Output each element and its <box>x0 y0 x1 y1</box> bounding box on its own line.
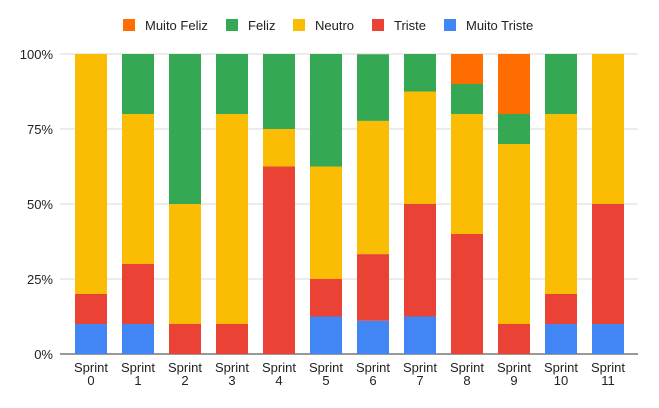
bar-segment <box>216 114 248 324</box>
bar-segment <box>263 166 295 354</box>
x-tick-label: Sprint <box>121 360 155 375</box>
bar-segment <box>545 114 577 294</box>
bar-segment <box>545 324 577 354</box>
x-tick-label: 7 <box>416 373 423 388</box>
x-tick-label: 1 <box>134 373 141 388</box>
x-tick-label: 10 <box>554 373 568 388</box>
legend: Muito Feliz Feliz Neutro Triste Muito Triste <box>123 18 533 33</box>
bar-segment <box>310 54 342 167</box>
bar-segment <box>451 54 483 84</box>
y-axis: 0% 25% 50% 75% 100% <box>20 47 638 362</box>
bars <box>75 54 624 354</box>
bar-segment <box>75 324 107 354</box>
bar-segment <box>451 84 483 114</box>
bar-segment <box>592 54 624 204</box>
x-tick-label: Sprint <box>309 360 343 375</box>
bar-segment <box>592 204 624 324</box>
legend-label: Neutro <box>315 18 354 33</box>
bar-segment <box>310 166 342 279</box>
legend-label: Muito Triste <box>466 18 533 33</box>
bar-segment <box>169 204 201 324</box>
bar-segment <box>498 54 530 114</box>
y-tick-label: 75% <box>27 122 53 137</box>
legend-swatch <box>293 19 305 31</box>
legend-swatch <box>444 19 456 31</box>
x-tick-label: 2 <box>181 373 188 388</box>
legend-swatch <box>123 19 135 31</box>
bar-segment <box>75 294 107 324</box>
bar-segment <box>263 129 295 167</box>
y-tick-label: 0% <box>34 347 53 362</box>
x-tick-label: 9 <box>510 373 517 388</box>
y-tick-label: 25% <box>27 272 53 287</box>
bar-segment <box>310 316 342 354</box>
bar-segment <box>545 294 577 324</box>
x-tick-label: Sprint <box>356 360 390 375</box>
x-tick-label: 8 <box>463 373 470 388</box>
x-tick-label: 11 <box>601 373 615 388</box>
bar-segment <box>169 324 201 354</box>
legend-label: Triste <box>394 18 426 33</box>
legend-label: Muito Feliz <box>145 18 208 33</box>
bar-segment <box>451 234 483 354</box>
x-tick-label: Sprint <box>403 360 437 375</box>
bar-segment <box>498 144 530 324</box>
x-tick-label: 6 <box>369 373 376 388</box>
bar-segment <box>122 324 154 354</box>
bar-segment <box>545 54 577 114</box>
bar-segment <box>122 54 154 114</box>
gridlines <box>60 53 638 280</box>
y-tick-label: 100% <box>20 47 54 62</box>
x-tick-label: Sprint <box>168 360 202 375</box>
bar-segment <box>592 324 624 354</box>
x-tick-label: 0 <box>87 373 94 388</box>
bar-segment <box>122 264 154 324</box>
bar-segment <box>404 204 436 317</box>
bar-segment <box>122 114 154 264</box>
bar-segment <box>498 324 530 354</box>
x-tick-label: Sprint <box>74 360 108 375</box>
bar-segment <box>404 54 436 92</box>
x-tick-label: Sprint <box>544 360 578 375</box>
x-tick-label: Sprint <box>497 360 531 375</box>
bar-segment <box>216 324 248 354</box>
x-tick-label: Sprint <box>591 360 625 375</box>
bar-segment <box>498 114 530 144</box>
bar-segment <box>75 54 107 294</box>
bar-segment <box>263 54 295 129</box>
bar-segment <box>357 54 389 121</box>
bar-segment <box>404 316 436 354</box>
bar-segment <box>357 120 389 255</box>
bar-segment <box>310 279 342 317</box>
legend-label: Feliz <box>248 18 275 33</box>
x-tick-label: Sprint <box>215 360 249 375</box>
legend-swatch <box>226 19 238 31</box>
x-tick-label: 4 <box>275 373 282 388</box>
bar-segment <box>404 91 436 204</box>
x-tick-label: 3 <box>228 373 235 388</box>
x-tick-label: Sprint <box>450 360 484 375</box>
bar-segment <box>169 54 201 204</box>
bar-segment <box>451 114 483 234</box>
legend-swatch <box>372 19 384 31</box>
bar-segment <box>357 320 389 354</box>
bar-segment <box>216 54 248 114</box>
x-tick-label: 5 <box>322 373 329 388</box>
y-tick-label: 50% <box>27 197 53 212</box>
bar-segment <box>357 254 389 321</box>
x-tick-label: Sprint <box>262 360 296 375</box>
x-axis: Sprint0Sprint1Sprint2Sprint3Sprint4Sprin… <box>74 360 625 388</box>
